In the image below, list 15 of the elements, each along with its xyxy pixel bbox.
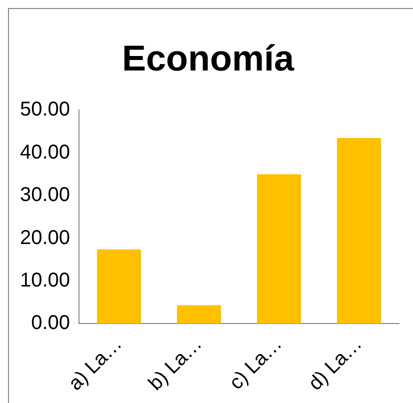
bar <box>257 174 302 324</box>
bar <box>97 249 142 324</box>
chart-title: Economía <box>122 38 295 79</box>
y-tick-label: 0.00 <box>31 312 70 334</box>
y-tick-label: 10.00 <box>20 269 70 292</box>
x-tick-label: d) La… <box>304 333 366 395</box>
bar <box>177 305 222 324</box>
y-tick-label: 50.00 <box>20 98 70 121</box>
x-tick-label: b) La… <box>144 333 206 395</box>
y-tick-label: 30.00 <box>20 184 70 206</box>
bar <box>337 138 382 324</box>
x-tick-label: a) La… <box>64 333 126 395</box>
y-tick-label: 40.00 <box>20 141 70 164</box>
x-tick-label: c) La… <box>225 333 286 394</box>
y-tick-label: 20.00 <box>20 226 70 249</box>
